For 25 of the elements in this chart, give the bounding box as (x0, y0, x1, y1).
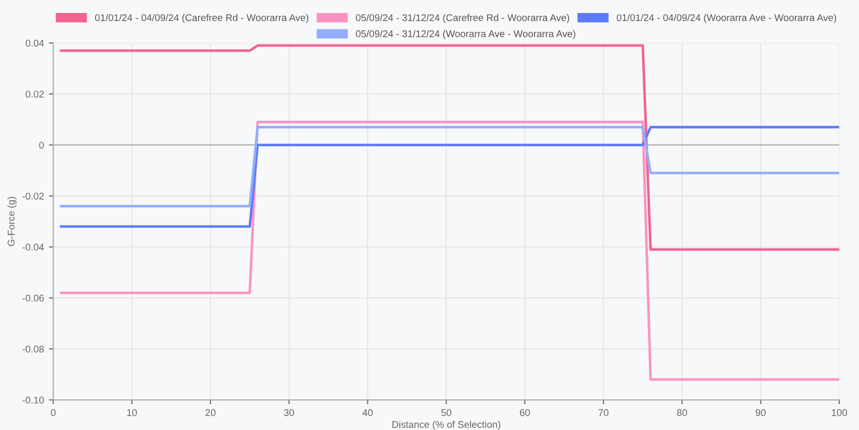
y-tick-label: 0.02 (26, 90, 44, 98)
y-tick-label: 0.04 (26, 40, 44, 47)
x-tick-label: 80 (677, 409, 688, 416)
x-tick-label: 70 (598, 409, 608, 416)
y-tick-label: -0.10 (22, 396, 44, 404)
x-tick-label: 0 (50, 409, 56, 416)
x-tick-label: 90 (756, 409, 766, 416)
x-tick-label: 100 (832, 409, 847, 416)
y-tick-label: -0.08 (22, 346, 44, 353)
y-tick-label: -0.04 (22, 244, 44, 251)
x-tick-label: 10 (127, 409, 137, 416)
y-tick-label: -0.06 (22, 294, 44, 302)
x-tick-label: 20 (206, 409, 216, 416)
legend-label: 01/01/24 - 04/09/24 (Carefree Rd - Woorarra Ave) (95, 14, 308, 24)
legend-label: 05/09/24 - 31/12/24 (Carefree Rd - Woorarra Ave) (356, 14, 570, 24)
x-tick-label: 50 (441, 409, 452, 416)
legend-label: 05/09/24 - 31/12/24 (Woorarra Ave - Woorarra Ave) (356, 30, 576, 40)
x-tick-label: 40 (362, 409, 373, 416)
y-tick-label: -0.02 (22, 192, 44, 200)
x-tick-label: 30 (284, 409, 294, 416)
x-tick-label: 60 (520, 409, 530, 416)
x-axis-title: Distance (% of Selection) (392, 420, 500, 430)
y-tick-label: 0 (39, 142, 44, 149)
y-axis-title: G-Force (g) (7, 196, 17, 246)
legend-label: 01/01/24 - 04/09/24 (Woorarra Ave - Woorarra Ave) (616, 14, 836, 24)
